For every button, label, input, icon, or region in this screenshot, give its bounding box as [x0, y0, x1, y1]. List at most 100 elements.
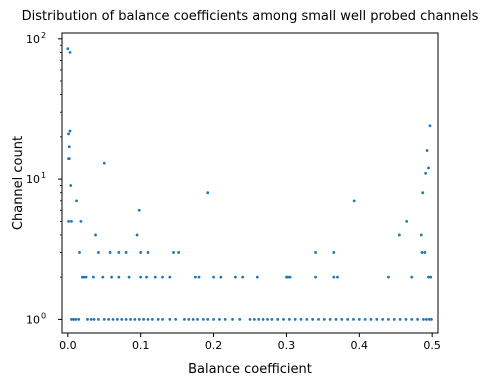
data-point — [168, 275, 172, 279]
data-point — [238, 318, 242, 321]
data-point — [177, 251, 180, 254]
data-point — [420, 251, 424, 254]
data-point — [68, 51, 72, 54]
data-point — [142, 318, 146, 321]
data-point — [387, 275, 390, 279]
data-point — [161, 318, 164, 321]
data-point — [332, 251, 336, 254]
data-point — [266, 318, 269, 321]
data-point — [352, 199, 356, 203]
data-point — [92, 318, 96, 321]
data-point — [86, 318, 89, 321]
plot-frame — [61, 32, 439, 334]
data-point — [137, 208, 141, 212]
data-point — [286, 275, 290, 279]
x-tick-label: 0.0 — [59, 339, 77, 352]
data-point — [419, 233, 423, 237]
data-point — [193, 275, 197, 279]
data-point — [322, 318, 326, 321]
data-point — [94, 233, 97, 237]
data-point — [110, 275, 113, 279]
data-point — [70, 219, 73, 223]
data-point — [168, 318, 172, 321]
data-point — [156, 318, 160, 321]
data-point — [287, 318, 291, 321]
data-point — [212, 318, 215, 321]
data-point — [336, 275, 339, 279]
y-tick-exponent: 2 — [41, 31, 46, 40]
data-point — [422, 318, 425, 321]
data-point — [107, 318, 111, 321]
data-point — [427, 318, 431, 321]
data-point — [97, 318, 100, 321]
data-point — [328, 318, 332, 321]
data-point — [97, 251, 100, 254]
data-point — [317, 318, 320, 321]
data-point — [120, 318, 124, 321]
data-point — [146, 318, 150, 321]
data-point — [276, 318, 280, 321]
data-point — [174, 318, 178, 321]
data-point — [102, 318, 106, 321]
data-point — [146, 251, 150, 254]
data-point — [425, 149, 429, 152]
data-point — [137, 318, 141, 321]
data-point — [427, 166, 430, 170]
points-layer — [66, 47, 433, 321]
x-axis-ticks: 0.0 0.1 0.2 0.3 0.4 0.5 — [59, 333, 441, 352]
data-point — [153, 275, 157, 279]
data-point — [416, 318, 419, 321]
data-point — [77, 318, 81, 321]
y-axis-label: Channel count — [11, 136, 26, 230]
data-point — [70, 318, 73, 321]
data-point — [223, 318, 227, 321]
data-point — [410, 318, 414, 321]
data-point — [231, 318, 234, 321]
data-point — [139, 275, 143, 279]
data-point — [219, 275, 223, 279]
data-point — [72, 318, 76, 321]
data-point — [363, 318, 367, 321]
data-point — [145, 275, 148, 279]
data-point — [234, 275, 237, 279]
data-point — [139, 251, 143, 254]
data-point — [270, 318, 274, 321]
data-point — [197, 275, 201, 279]
data-point — [69, 184, 73, 187]
data-point — [102, 161, 106, 165]
data-point — [314, 251, 317, 254]
data-point — [405, 219, 409, 223]
data-point — [101, 275, 105, 279]
data-point — [218, 318, 221, 321]
x-axis-label: Balance coefficient — [188, 362, 312, 377]
y-tick-exponent: 1 — [41, 171, 46, 180]
x-tick-label: 0.3 — [278, 339, 296, 352]
data-point — [332, 275, 336, 279]
data-point — [257, 318, 261, 321]
data-point — [357, 318, 361, 321]
data-point — [66, 47, 70, 51]
data-point — [124, 251, 128, 254]
data-point — [429, 275, 433, 279]
data-point — [74, 318, 78, 321]
data-point — [129, 318, 132, 321]
data-point — [187, 318, 191, 321]
data-point — [314, 275, 317, 279]
data-point — [67, 157, 70, 161]
data-point — [206, 318, 210, 321]
chart-title: Distribution of balance coefficients amo… — [22, 9, 479, 24]
data-point — [381, 318, 385, 321]
data-point — [241, 275, 245, 279]
data-point — [255, 275, 259, 279]
data-point — [117, 275, 121, 279]
data-point — [423, 251, 427, 254]
data-point — [108, 251, 112, 254]
data-point — [150, 318, 154, 321]
data-point — [117, 251, 121, 254]
data-point — [248, 318, 252, 321]
data-point — [299, 318, 303, 321]
data-point — [392, 318, 396, 321]
data-point — [133, 318, 137, 321]
